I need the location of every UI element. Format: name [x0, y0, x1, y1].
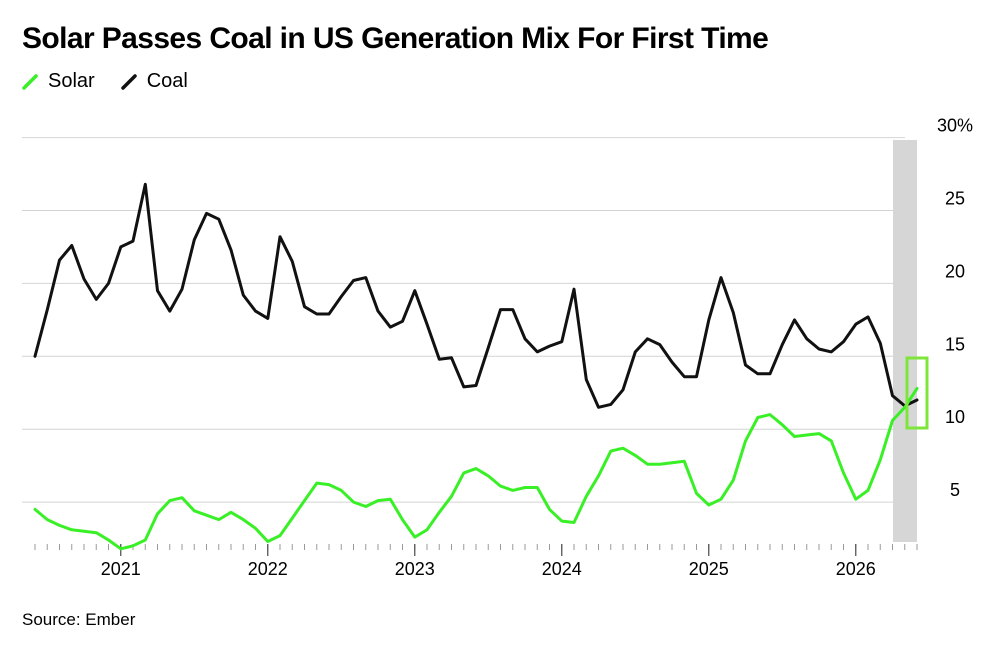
x-tick-label: 2024: [542, 559, 582, 579]
series-lines: [33, 182, 919, 551]
legend-swatch-coal: [120, 73, 137, 90]
legend-item-coal: Coal: [120, 70, 188, 93]
latest-period-band: [893, 140, 917, 542]
x-tick-label: 2025: [689, 559, 729, 579]
x-axis-ticks: [34, 544, 918, 556]
y-axis-labels: 5 10 15 20 25 30%: [937, 116, 973, 501]
legend-label-solar: Solar: [48, 70, 95, 92]
y-tick-label: 5: [950, 480, 960, 500]
series-line-coal: [33, 182, 919, 409]
source-note: Source: Ember: [22, 610, 136, 629]
chart-title: Solar Passes Coal in US Generation Mix F…: [22, 22, 769, 55]
y-tick-label: 20: [945, 261, 965, 281]
legend: Solar Coal: [22, 70, 214, 93]
gridlines: [22, 137, 905, 503]
legend-swatch-solar: [22, 73, 38, 90]
crossover-highlight-box: [905, 356, 929, 430]
y-tick-label: 15: [945, 334, 965, 354]
x-axis-labels: 2021 2022 2023 2024 2025 2026: [101, 559, 876, 579]
series-line-solar: [33, 386, 919, 551]
legend-label-coal: Coal: [146, 70, 188, 92]
x-tick-label: 2021: [101, 559, 141, 579]
x-tick-label: 2022: [248, 559, 288, 579]
y-tick-label: 10: [945, 407, 965, 427]
x-tick-label: 2026: [836, 559, 876, 579]
x-tick-label: 2023: [395, 559, 435, 579]
y-tick-label: 25: [945, 189, 965, 209]
y-tick-label: 30%: [937, 116, 973, 136]
legend-item-solar: Solar: [22, 70, 95, 93]
